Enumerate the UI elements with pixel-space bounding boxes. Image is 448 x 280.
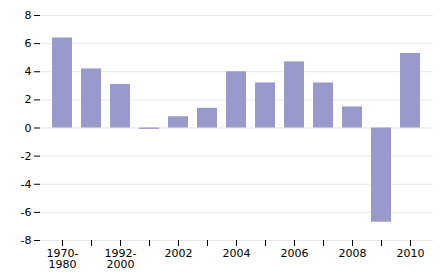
svg-text:6: 6 xyxy=(25,37,32,50)
svg-text:-4: -4 xyxy=(21,178,32,191)
svg-text:2010: 2010 xyxy=(397,247,425,260)
svg-text:2: 2 xyxy=(25,93,32,106)
svg-text:1970-1980: 1970-1980 xyxy=(47,247,79,271)
svg-text:2002: 2002 xyxy=(165,247,193,260)
svg-text:2004: 2004 xyxy=(223,247,251,260)
svg-text:-6: -6 xyxy=(21,206,32,219)
svg-text:-8: -8 xyxy=(21,234,32,247)
svg-text:4: 4 xyxy=(25,65,32,78)
svg-text:2006: 2006 xyxy=(281,247,309,260)
svg-text:8: 8 xyxy=(25,9,32,22)
svg-text:2008: 2008 xyxy=(339,247,367,260)
svg-text:1992-2000: 1992-2000 xyxy=(105,247,137,271)
svg-text:0: 0 xyxy=(25,122,32,135)
svg-text:-2: -2 xyxy=(21,150,32,163)
